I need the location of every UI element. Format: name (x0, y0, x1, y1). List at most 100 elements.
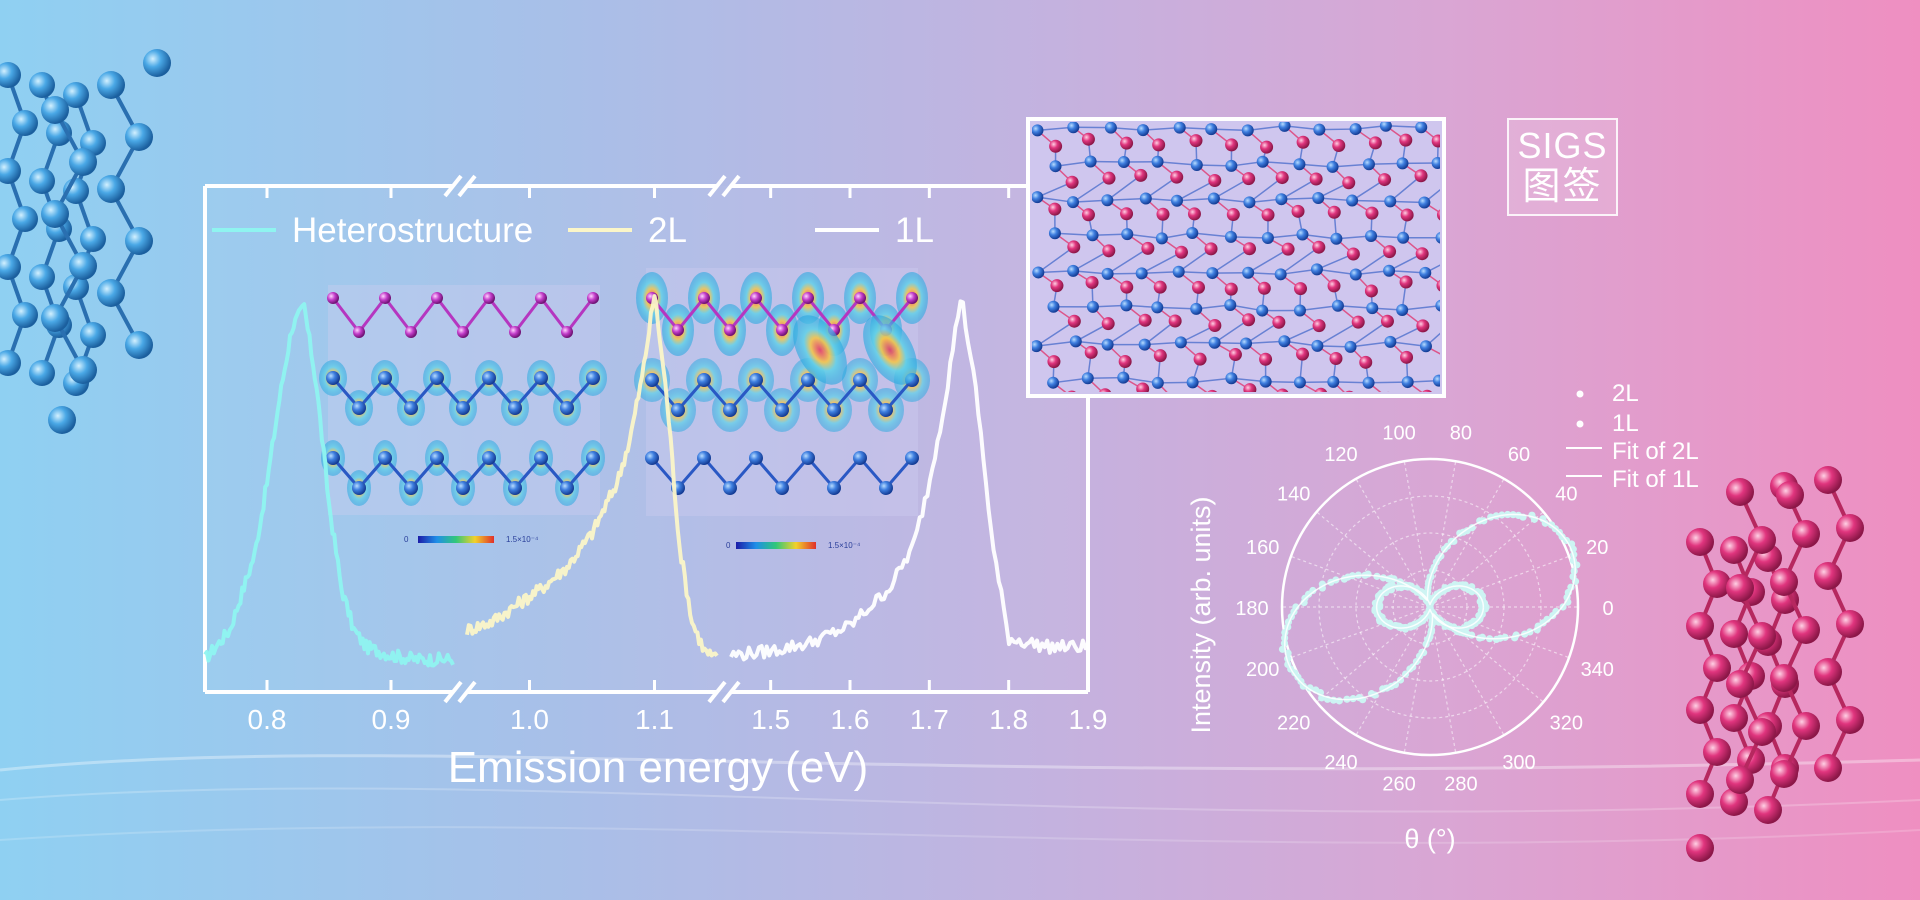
polar-angle-label: 60 (1508, 444, 1530, 466)
blue-layer-top-atoms-atom (482, 371, 496, 385)
lattice-bond (1036, 340, 1076, 347)
lattice-atom-blue (1121, 228, 1134, 241)
lattice-atom-blue (1117, 156, 1130, 169)
lattice-bond (1157, 306, 1197, 310)
magenta-layer-atoms-atom (906, 292, 918, 304)
lattice-bond (1107, 319, 1146, 346)
spectrum-legend: Heterostructure 2L 1L (212, 211, 934, 250)
lattice-atom-blue (1067, 196, 1080, 209)
lattice-atom-pink (1345, 390, 1354, 392)
polar-grid-spoke (1429, 555, 1570, 608)
blue-layer-bottom-atoms-atom (456, 481, 470, 495)
lattice-bond (1262, 161, 1300, 166)
polar-angle-ticks: 0 20 40 60 80 100 120 140 160 180 200 220 240 260 280 3… (1235, 423, 1614, 796)
x-axis-label: Emission energy (eV) (448, 743, 869, 792)
lattice-atom-blue (1155, 232, 1168, 245)
sigs-logo: SIGS 图签 (1507, 118, 1618, 216)
magenta-layer-atom (587, 292, 599, 304)
lattice-atom-pink (1084, 345, 1098, 359)
x-tick-label: 1.1 (635, 704, 674, 735)
lattice-atom-pink (1364, 284, 1378, 298)
lattice-atom-blue (1032, 124, 1044, 137)
blue-layer-bottom-atom (905, 451, 919, 465)
lattice-bond (1350, 320, 1388, 348)
blue-layer-bottom-atom (879, 481, 893, 495)
lattice-atom-blue (1067, 264, 1080, 277)
lattice-bond (1214, 319, 1250, 344)
lattice-atom-pink (1431, 134, 1440, 148)
lattice-bond (1176, 179, 1216, 202)
blue-layer-top-atoms-atom (352, 401, 366, 415)
lattice-bond (1178, 248, 1212, 273)
polar-data-point (1318, 584, 1326, 592)
lattice-atom-blue (1172, 265, 1185, 278)
spectra-series (203, 294, 1090, 668)
lattice-bond (1280, 246, 1320, 275)
spectrum-line-2l (465, 294, 719, 658)
lattice-atom-blue (1049, 160, 1062, 173)
lattice-atom-blue (1225, 372, 1238, 385)
lattice-bond (1072, 250, 1110, 272)
lattice-atom-pink (1448, 389, 1461, 402)
magenta-layer-atom (327, 292, 339, 304)
lattice-atom-pink (1291, 204, 1305, 218)
lattice-atom-blue (1032, 340, 1043, 353)
magenta-layer-atoms-atom (724, 324, 736, 336)
blue-layer-bottom-atoms-atom (352, 481, 366, 495)
lattice-atom-blue (1419, 266, 1432, 279)
blue-layer-top-atoms-atom (775, 403, 789, 417)
charge-cloud (863, 315, 917, 385)
lattice-atom-pink (1101, 317, 1115, 331)
magenta-layer-atom (431, 292, 443, 304)
x-tick-label: 1.0 (510, 704, 549, 735)
lattice-bond (1248, 176, 1283, 203)
lattice-atom-blue (1048, 227, 1061, 240)
chain-atom (1703, 654, 1731, 682)
lattice-atom-pink (1312, 319, 1326, 333)
lattice-atom-pink (1065, 175, 1079, 189)
lattice-structure-inset (1026, 117, 1461, 402)
x-tick-label: 1.8 (989, 704, 1028, 735)
lattice-atom-blue (1326, 160, 1339, 173)
lattice-atom-pink (1342, 176, 1356, 190)
lattice-atom-pink (1260, 140, 1274, 154)
polar-outer-ring (1280, 457, 1580, 757)
lattice-bond (1211, 128, 1248, 132)
lattice-atom-blue (1384, 335, 1397, 348)
lattice-bond (1368, 381, 1408, 384)
lattice-atom-blue (1104, 122, 1117, 134)
polar-grid-spoke (1429, 606, 1570, 659)
polar-angle-label: 160 (1246, 537, 1279, 559)
magenta-layer-atom (353, 326, 365, 338)
polar-angle-label: 280 (1444, 773, 1477, 795)
magenta-layer-atoms-atom (802, 292, 814, 304)
axis-break-mark (721, 680, 741, 704)
charge-density-insets: 0 1.5×10⁻⁴ 0 1.5×10⁻⁴ (319, 268, 930, 550)
lattice-atom-blue (1067, 122, 1080, 134)
chain-atom (0, 254, 21, 280)
lattice-atom-pink (1152, 138, 1166, 152)
chain-atom (1792, 616, 1820, 644)
lattice-atom-blue (1117, 371, 1130, 384)
blue-layer-bottom-atom (723, 481, 737, 495)
polar-angle-label: 120 (1324, 444, 1357, 466)
lattice-atom-blue (1278, 122, 1291, 132)
lattice-atom-pink (1047, 355, 1061, 369)
chain-atom (69, 356, 97, 384)
chain-atom (1686, 696, 1714, 724)
lattice-atom-blue (1173, 122, 1186, 134)
blue-layer-top-atoms-atom (827, 403, 841, 417)
blue-layer-top-atoms-atom (671, 403, 685, 417)
legend-label: Heterostructure (292, 211, 533, 250)
chain-atom (1836, 514, 1864, 542)
lattice-bond (1402, 305, 1440, 311)
blue-layer-bottom-atom (827, 481, 841, 495)
chain-atom (1720, 788, 1748, 816)
x-axis-ticks: 0.8 0.9 1.0 1.1 1.5 1.6 1.7 1.8 1.9 (248, 186, 1107, 735)
axis-break-mark (443, 174, 463, 198)
polar-angle-label: 220 (1277, 712, 1310, 734)
blue-layer-bottom-atoms-atom (430, 451, 444, 465)
chain-atom (0, 158, 21, 184)
